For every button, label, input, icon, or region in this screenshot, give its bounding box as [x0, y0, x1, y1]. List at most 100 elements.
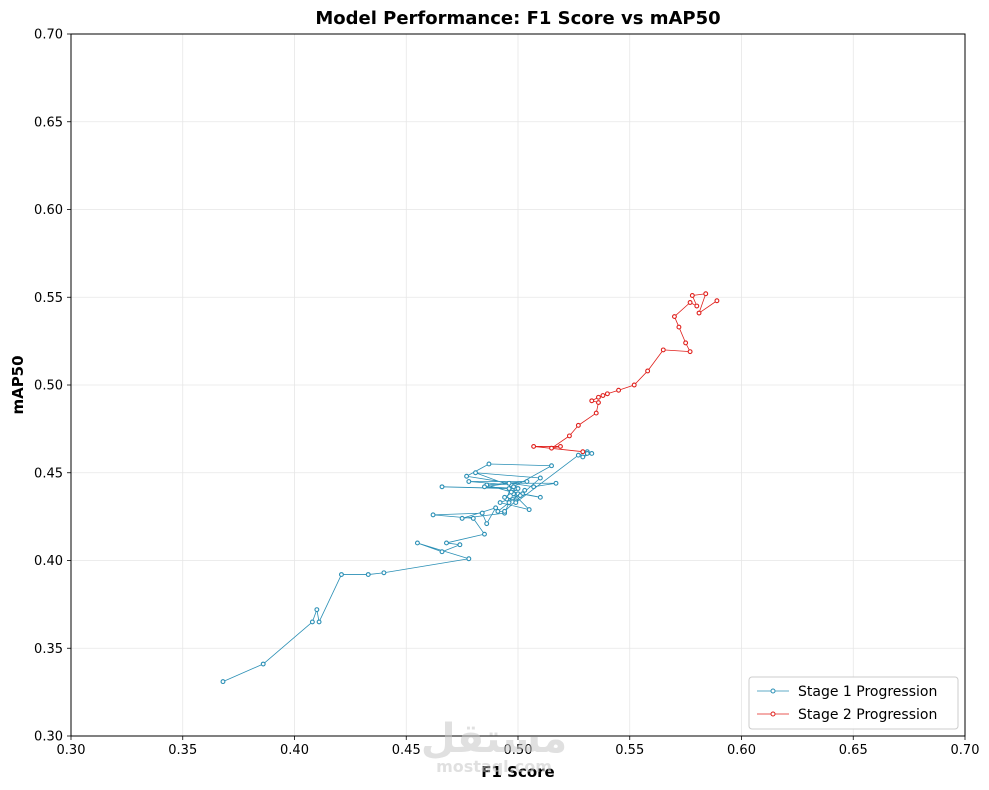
y-tick-label: 0.45: [34, 466, 63, 481]
data-point-stage-1: [316, 619, 322, 625]
y-tick-label: 0.30: [34, 730, 63, 745]
x-axis-ticks: 0.30 0.35 0.40 0.45 0.50 0.55 0.60 0.65 0.70: [57, 736, 980, 758]
watermark: مستقل mostaql.com: [421, 716, 567, 776]
series-stage-2: [531, 291, 720, 455]
legend-marker-stage-1: [770, 688, 776, 694]
data-point-stage-1: [524, 479, 530, 484]
x-tick-label: 0.30: [57, 743, 86, 758]
data-point-stage-2: [589, 398, 595, 404]
x-axis-label: F1 Score: [481, 763, 554, 781]
legend: Stage 1 Progression Stage 2 Progression: [748, 676, 959, 730]
data-point-stage-1: [381, 570, 387, 576]
x-tick-label: 0.60: [727, 743, 756, 758]
legend-marker-stage-2: [770, 711, 776, 717]
data-point-stage-2: [714, 298, 720, 304]
x-tick-label: 0.50: [504, 743, 533, 758]
data-point-stage-2: [596, 400, 601, 405]
data-point-stage-1: [430, 512, 436, 518]
data-point-stage-1: [466, 556, 472, 562]
watermark-arabic: مستقل: [421, 716, 567, 762]
data-point-stage-2: [600, 393, 606, 398]
x-tick-label: 0.70: [951, 743, 980, 758]
data-point-stage-1: [470, 515, 476, 521]
data-point-stage-1: [482, 484, 487, 490]
chart-title: Model Performance: F1 Score vs mAP50: [315, 8, 720, 29]
data-point-stage-1: [479, 510, 485, 516]
data-point-stage-1: [589, 450, 595, 456]
x-tick-label: 0.40: [280, 743, 309, 758]
data-point-stage-1: [260, 661, 266, 667]
data-point-stage-2: [575, 422, 581, 428]
data-point-stage-1: [515, 486, 521, 491]
data-point-stage-1: [502, 508, 508, 514]
data-point-stage-2: [687, 349, 693, 355]
data-point-stage-1: [464, 473, 470, 479]
watermark-latin: mostaql.com: [436, 757, 552, 776]
data-point-stage-1: [511, 484, 516, 490]
data-point-stage-1: [495, 508, 501, 514]
data-point-stage-1: [309, 619, 315, 625]
data-point-stage-1: [506, 480, 512, 486]
data-point-stage-2: [566, 433, 572, 439]
data-point-stage-1: [365, 572, 371, 577]
data-point-stage-2: [694, 303, 700, 309]
data-point-stage-2: [580, 449, 586, 455]
x-tick-label: 0.55: [615, 743, 644, 758]
data-point-stage-1: [537, 494, 543, 500]
data-point-stage-1: [466, 479, 472, 484]
data-point-stage-1: [549, 463, 554, 469]
y-tick-label: 0.55: [34, 291, 63, 306]
data-point-stage-1: [522, 487, 528, 493]
legend-label-stage-1: Stage 1 Progression: [798, 684, 937, 700]
data-point-stage-2: [616, 387, 622, 393]
series-line-stage-2: [533, 293, 718, 453]
series-line-stage-1: [222, 451, 593, 682]
data-point-stage-2: [604, 391, 610, 397]
x-tick-label: 0.45: [392, 743, 421, 758]
data-point-stage-1: [473, 470, 478, 476]
data-point-stage-1: [531, 484, 537, 490]
data-point-stage-1: [457, 542, 463, 548]
data-point-stage-1: [497, 500, 503, 506]
data-point-stage-2: [593, 410, 599, 416]
data-point-stage-1: [439, 549, 445, 555]
data-point-stage-2: [558, 443, 563, 449]
data-point-stage-1: [444, 540, 449, 546]
x-tick-label: 0.35: [168, 743, 197, 758]
data-point-stage-1: [493, 505, 499, 511]
data-point-stage-2: [687, 300, 693, 305]
data-point-stage-1: [314, 607, 320, 613]
data-point-stage-1: [506, 500, 512, 506]
data-point-stage-1: [508, 489, 514, 495]
data-point-stage-1: [526, 507, 532, 513]
legend-label-stage-2: Stage 2 Progression: [798, 707, 937, 723]
y-tick-label: 0.60: [34, 203, 63, 218]
series-stage-1: [220, 449, 595, 685]
legend-item-stage-2: Stage 2 Progression: [757, 707, 937, 723]
y-tick-label: 0.50: [34, 379, 63, 394]
data-point-stage-1: [513, 500, 519, 506]
data-point-stage-2: [549, 445, 554, 451]
data-point-stage-2: [660, 347, 666, 353]
data-point-stage-2: [671, 314, 677, 319]
legend-box: [748, 676, 959, 730]
data-point-stage-1: [553, 480, 559, 486]
legend-item-stage-1: Stage 1 Progression: [757, 684, 937, 700]
data-point-stage-1: [459, 515, 465, 521]
y-tick-label: 0.70: [34, 28, 63, 43]
data-point-stage-1: [537, 475, 543, 481]
data-point-stage-1: [580, 454, 586, 460]
data-point-stage-1: [220, 679, 226, 685]
data-point-stage-2: [631, 382, 637, 388]
data-point-stage-1: [486, 461, 492, 467]
y-axis-ticks: 0.30 0.35 0.40 0.45 0.50 0.55 0.60 0.65 0.70: [34, 28, 71, 745]
data-point-stage-2: [683, 340, 689, 346]
y-tick-label: 0.35: [34, 642, 63, 657]
data-point-stage-1: [482, 531, 487, 537]
data-point-stage-2: [645, 368, 651, 374]
data-point-stage-2: [689, 293, 695, 298]
data-point-stage-1: [502, 494, 508, 500]
y-tick-label: 0.40: [34, 554, 63, 569]
data-point-stage-1: [439, 484, 445, 490]
